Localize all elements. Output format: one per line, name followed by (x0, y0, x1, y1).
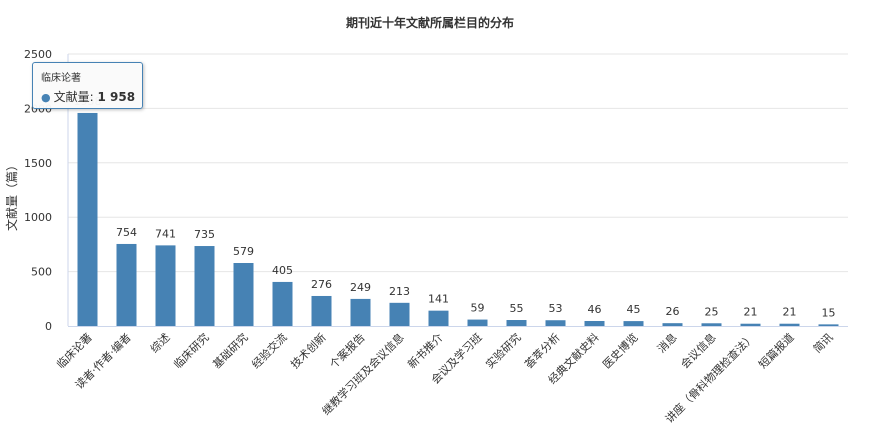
x-tick-label: 短篇报道 (756, 330, 797, 371)
tooltip-row: ● 文献量: 1 958 (41, 90, 136, 104)
bar[interactable] (779, 323, 800, 326)
data-label: 741 (155, 227, 176, 240)
data-label: 141 (428, 293, 449, 306)
data-label: 276 (311, 278, 332, 291)
x-tick-label: 个案报告 (327, 330, 368, 371)
bar[interactable] (701, 323, 722, 326)
bar[interactable] (584, 320, 605, 326)
bar[interactable] (155, 245, 176, 326)
data-label: 53 (549, 302, 563, 315)
bar[interactable] (311, 295, 332, 326)
x-tick-label: 会议信息 (678, 330, 719, 371)
x-tick-label: 技术创新 (288, 330, 329, 371)
data-label: 45 (627, 303, 641, 316)
data-label: 25 (705, 305, 719, 318)
y-axis-label: 文献量（篇） (4, 159, 19, 231)
x-tick-label: 荟萃分析 (522, 330, 563, 371)
x-tick-label: 基础研究 (210, 330, 251, 371)
data-labels: 1958754741735579405276249213141595553464… (74, 95, 836, 319)
tooltip-value: 1 958 (97, 90, 136, 104)
data-label: 26 (666, 305, 680, 318)
bar[interactable] (467, 319, 488, 326)
bar[interactable] (194, 246, 215, 326)
data-label: 55 (510, 302, 524, 315)
x-tick-label: 实验研究 (483, 330, 524, 371)
data-label: 21 (783, 306, 797, 319)
x-tick-label: 医史博览 (600, 330, 641, 371)
bar[interactable] (233, 263, 254, 326)
bar[interactable] (428, 310, 449, 326)
data-label: 213 (389, 285, 410, 298)
tooltip: 临床论著 ● 文献量: 1 958 (32, 62, 143, 109)
gridlines (67, 53, 848, 327)
bar[interactable] (623, 321, 644, 326)
bar[interactable] (350, 298, 371, 326)
bar[interactable] (389, 302, 410, 326)
bar[interactable] (740, 323, 761, 326)
y-tick-label: 500 (31, 266, 52, 279)
data-label: 59 (471, 302, 485, 315)
bar[interactable] (818, 324, 839, 326)
chart-title: 期刊近十年文献所属栏目的分布 (346, 15, 514, 30)
x-tick-label: 临床研究 (171, 330, 212, 371)
y-tick-labels: 05001000150020002500 (24, 48, 52, 333)
bar[interactable] (545, 320, 566, 326)
tooltip-category: 临床论著 (41, 73, 81, 84)
bars (77, 112, 839, 326)
y-tick-label: 1000 (24, 211, 52, 224)
bar[interactable] (506, 320, 527, 326)
data-label: 15 (822, 306, 836, 319)
data-label: 21 (744, 306, 758, 319)
data-label: 46 (588, 303, 602, 316)
x-tick-label: 消息 (654, 330, 679, 355)
bar[interactable] (77, 112, 98, 326)
data-label: 405 (272, 264, 293, 277)
bar[interactable] (662, 323, 683, 326)
tooltip-series-dot-icon: ● (41, 91, 51, 104)
data-label: 735 (194, 228, 215, 241)
bar[interactable] (272, 281, 293, 326)
bar[interactable] (116, 243, 137, 326)
x-tick-label: 经验交流 (249, 330, 290, 371)
x-tick-label: 临床论著 (54, 330, 95, 371)
data-label: 754 (116, 226, 137, 239)
x-tick-label: 综述 (147, 330, 172, 355)
x-tick-label: 新书推介 (405, 330, 446, 371)
x-tick-label: 简讯 (810, 330, 835, 355)
y-tick-label: 2500 (24, 48, 52, 61)
tooltip-series-label: 文献量 (53, 90, 90, 104)
data-label: 249 (350, 281, 371, 294)
data-label: 579 (233, 245, 254, 258)
y-tick-label: 0 (45, 320, 52, 333)
y-tick-label: 1500 (24, 157, 52, 170)
